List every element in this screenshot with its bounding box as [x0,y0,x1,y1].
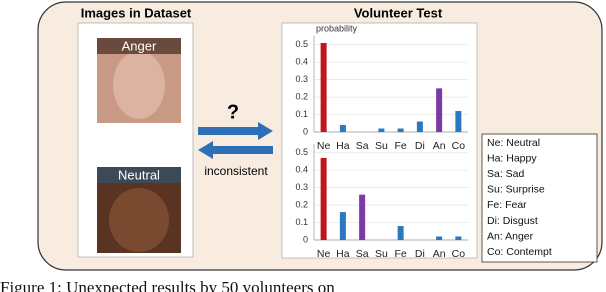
x-tick-label: Fe [394,140,406,152]
x-tick-label: Ha [336,140,350,152]
arrow-left [198,141,273,159]
bar [378,128,385,132]
bar [455,111,462,132]
legend-item: Di: Disgust [487,215,538,227]
x-tick-label: An [433,140,446,152]
bar [339,125,346,132]
x-tick-label: Fe [394,248,406,260]
y-tick-label: 0.1 [295,109,308,119]
panel-title: Volunteer Test [354,5,443,20]
x-tick-label: Di [415,140,425,152]
y-axis-label: probability [316,23,358,33]
caption: Figure 1: Unexpected results by 50 volun… [0,278,335,292]
bar [455,236,462,240]
legend-item: Co: Contempt [487,246,552,258]
arrow-right [198,122,273,140]
x-tick-label: Co [452,140,466,152]
y-tick-label: 0.5 [295,39,308,49]
x-tick-label: An [433,248,446,260]
legend-item: Ha: Happy [487,152,537,164]
y-tick-label: 0 [303,234,308,244]
legend: Ne: Neutral Ha: Happy Sa: Sad Su: Surprise F… [487,137,552,258]
image-label: Anger [122,38,157,53]
image-label-band [97,38,181,54]
legend-item: Sa: Sad [487,168,525,180]
y-tick-label: 0.2 [295,199,308,209]
bar [359,194,366,240]
bar [436,88,443,132]
y-tick-label: 0.4 [295,165,308,175]
x-tick-label: Ne [317,248,331,260]
y-tick-label: 0.1 [295,217,308,227]
bar [436,236,443,240]
bar [320,157,327,240]
y-tick-label: 0.2 [295,91,308,101]
face-image [109,188,169,252]
face-image [113,51,165,119]
bar [397,128,404,132]
bar [339,212,346,240]
x-tick-label: Su [375,248,388,260]
image-label: Neutral [118,167,160,182]
y-tick-label: 0.3 [295,74,308,84]
y-tick-label: 0.4 [295,57,308,67]
legend-box [481,133,598,263]
legend-item: Ne: Neutral [487,137,540,149]
y-tick-label: 0.5 [295,147,308,157]
panel-title: Images in Dataset [81,5,192,20]
bar [416,121,423,132]
y-tick-label: 0.3 [295,182,308,192]
bar [397,226,404,240]
x-tick-label: Di [415,248,425,260]
bar [320,42,327,132]
x-tick-label: Co [452,248,466,260]
question-mark: ? [227,101,239,123]
x-tick-label: Ha [336,248,350,260]
x-tick-label: Sa [356,140,369,152]
y-tick-label: 0 [303,126,308,136]
legend-item: Fe: Fear [487,199,527,211]
x-tick-label: Ne [317,140,331,152]
x-tick-label: Su [375,140,388,152]
x-tick-label: Sa [356,248,369,260]
inconsistent-label: inconsistent [204,164,268,178]
legend-item: Su: Surprise [487,184,545,196]
legend-item: An: Anger [487,230,534,242]
image-label-band [97,167,181,183]
